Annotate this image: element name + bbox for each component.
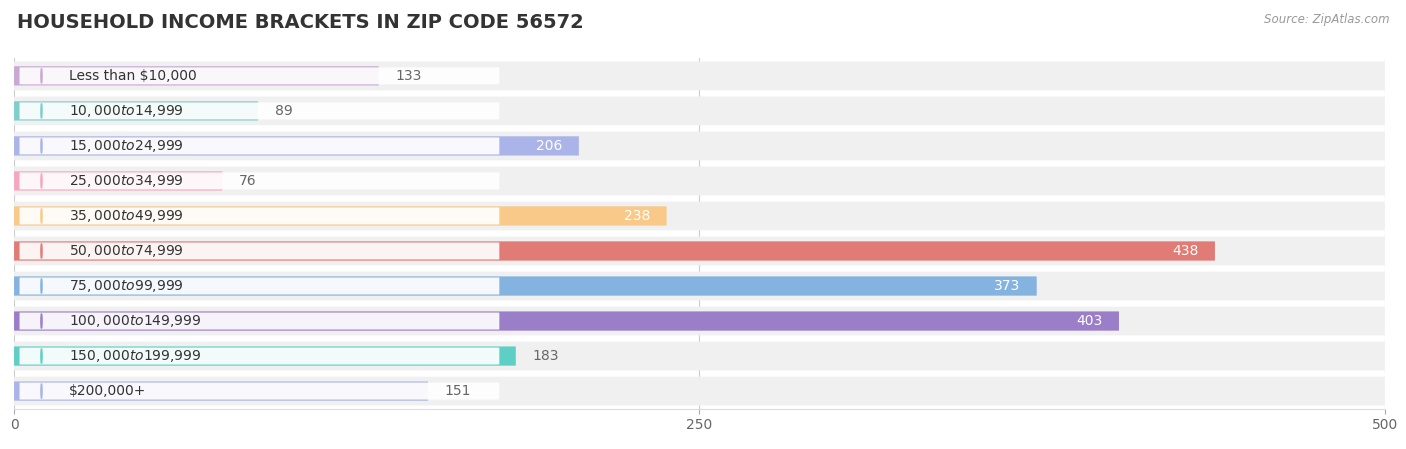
Text: 403: 403	[1076, 314, 1102, 328]
Text: 206: 206	[536, 139, 562, 153]
FancyBboxPatch shape	[14, 237, 1385, 265]
FancyBboxPatch shape	[20, 348, 499, 365]
FancyBboxPatch shape	[14, 101, 259, 120]
Text: 76: 76	[239, 174, 256, 188]
Text: 238: 238	[624, 209, 650, 223]
FancyBboxPatch shape	[14, 66, 378, 85]
Text: $150,000 to $199,999: $150,000 to $199,999	[69, 348, 201, 364]
FancyBboxPatch shape	[14, 382, 427, 401]
FancyBboxPatch shape	[20, 277, 499, 295]
Text: $25,000 to $34,999: $25,000 to $34,999	[69, 173, 184, 189]
FancyBboxPatch shape	[20, 172, 499, 189]
Text: $75,000 to $99,999: $75,000 to $99,999	[69, 278, 184, 294]
Text: 133: 133	[395, 69, 422, 83]
Text: $50,000 to $74,999: $50,000 to $74,999	[69, 243, 184, 259]
FancyBboxPatch shape	[14, 377, 1385, 405]
FancyBboxPatch shape	[20, 313, 499, 330]
Text: $10,000 to $14,999: $10,000 to $14,999	[69, 103, 184, 119]
FancyBboxPatch shape	[20, 207, 499, 224]
Text: Less than $10,000: Less than $10,000	[69, 69, 197, 83]
FancyBboxPatch shape	[14, 277, 1036, 295]
FancyBboxPatch shape	[14, 62, 1385, 90]
Text: 438: 438	[1173, 244, 1198, 258]
FancyBboxPatch shape	[14, 132, 1385, 160]
FancyBboxPatch shape	[14, 136, 579, 155]
FancyBboxPatch shape	[20, 102, 499, 119]
Text: $15,000 to $24,999: $15,000 to $24,999	[69, 138, 184, 154]
FancyBboxPatch shape	[20, 242, 499, 260]
FancyBboxPatch shape	[14, 347, 516, 365]
Text: HOUSEHOLD INCOME BRACKETS IN ZIP CODE 56572: HOUSEHOLD INCOME BRACKETS IN ZIP CODE 56…	[17, 13, 583, 32]
FancyBboxPatch shape	[20, 67, 499, 84]
Text: 373: 373	[994, 279, 1021, 293]
FancyBboxPatch shape	[14, 202, 1385, 230]
Text: $200,000+: $200,000+	[69, 384, 146, 398]
FancyBboxPatch shape	[20, 137, 499, 154]
Text: $100,000 to $149,999: $100,000 to $149,999	[69, 313, 201, 329]
Text: 151: 151	[444, 384, 471, 398]
FancyBboxPatch shape	[20, 383, 499, 400]
FancyBboxPatch shape	[14, 242, 1215, 260]
Text: 89: 89	[274, 104, 292, 118]
Text: $35,000 to $49,999: $35,000 to $49,999	[69, 208, 184, 224]
FancyBboxPatch shape	[14, 97, 1385, 125]
FancyBboxPatch shape	[14, 167, 1385, 195]
FancyBboxPatch shape	[14, 312, 1119, 330]
FancyBboxPatch shape	[14, 272, 1385, 300]
FancyBboxPatch shape	[14, 172, 222, 190]
FancyBboxPatch shape	[14, 307, 1385, 335]
FancyBboxPatch shape	[14, 342, 1385, 370]
Text: 183: 183	[533, 349, 558, 363]
Text: Source: ZipAtlas.com: Source: ZipAtlas.com	[1264, 13, 1389, 26]
FancyBboxPatch shape	[14, 207, 666, 225]
